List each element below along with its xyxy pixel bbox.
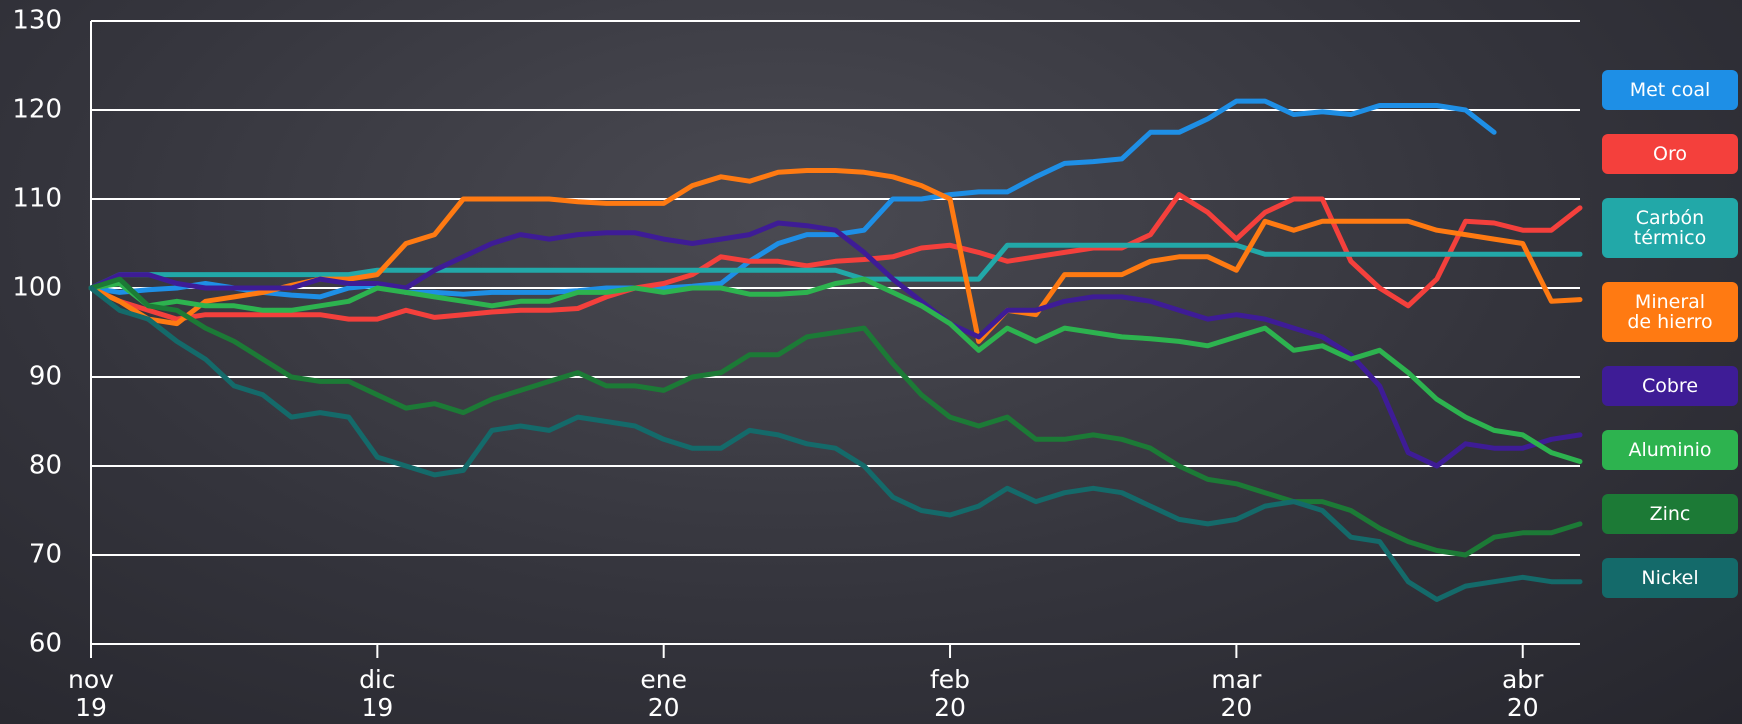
x-tick-label: abr 20 (1483, 666, 1563, 722)
y-tick-label: 130 (12, 6, 62, 36)
legend-item: Cobre (1602, 366, 1738, 406)
x-tick-label: dic 19 (337, 666, 417, 722)
chart: 60 70 80 90 100 110 120 130 Met coal Oro Carbón t… (0, 0, 1742, 724)
y-tick-label: 120 (12, 95, 62, 125)
y-tick-label: 80 (29, 451, 62, 481)
plot: 60 70 80 90 100 110 120 130 (0, 0, 1742, 724)
x-tick-label: mar 20 (1196, 666, 1276, 722)
series-line (91, 279, 1580, 555)
legend-item: Mineral de hierro (1602, 282, 1738, 342)
series-line (91, 195, 1580, 320)
x-tick-label: nov 19 (51, 666, 131, 722)
y-tick-label: 90 (29, 362, 62, 392)
y-tick-label: 100 (12, 273, 62, 303)
x-tick-label: feb 20 (910, 666, 990, 722)
series-line (91, 279, 1580, 461)
legend-item: Met coal (1602, 70, 1738, 110)
y-tick-label: 60 (29, 629, 62, 659)
x-tick-label: ene 20 (624, 666, 704, 722)
legend: Met coal Oro Carbón térmico Mineral de hier… (1602, 70, 1738, 598)
legend-item: Carbón térmico (1602, 198, 1738, 258)
legend-item: Aluminio (1602, 430, 1738, 470)
legend-item: Zinc (1602, 494, 1738, 534)
y-tick-label: 110 (12, 184, 62, 214)
legend-item: Nickel (1602, 558, 1738, 598)
legend-item: Oro (1602, 134, 1738, 174)
y-tick-label: 70 (29, 540, 62, 570)
